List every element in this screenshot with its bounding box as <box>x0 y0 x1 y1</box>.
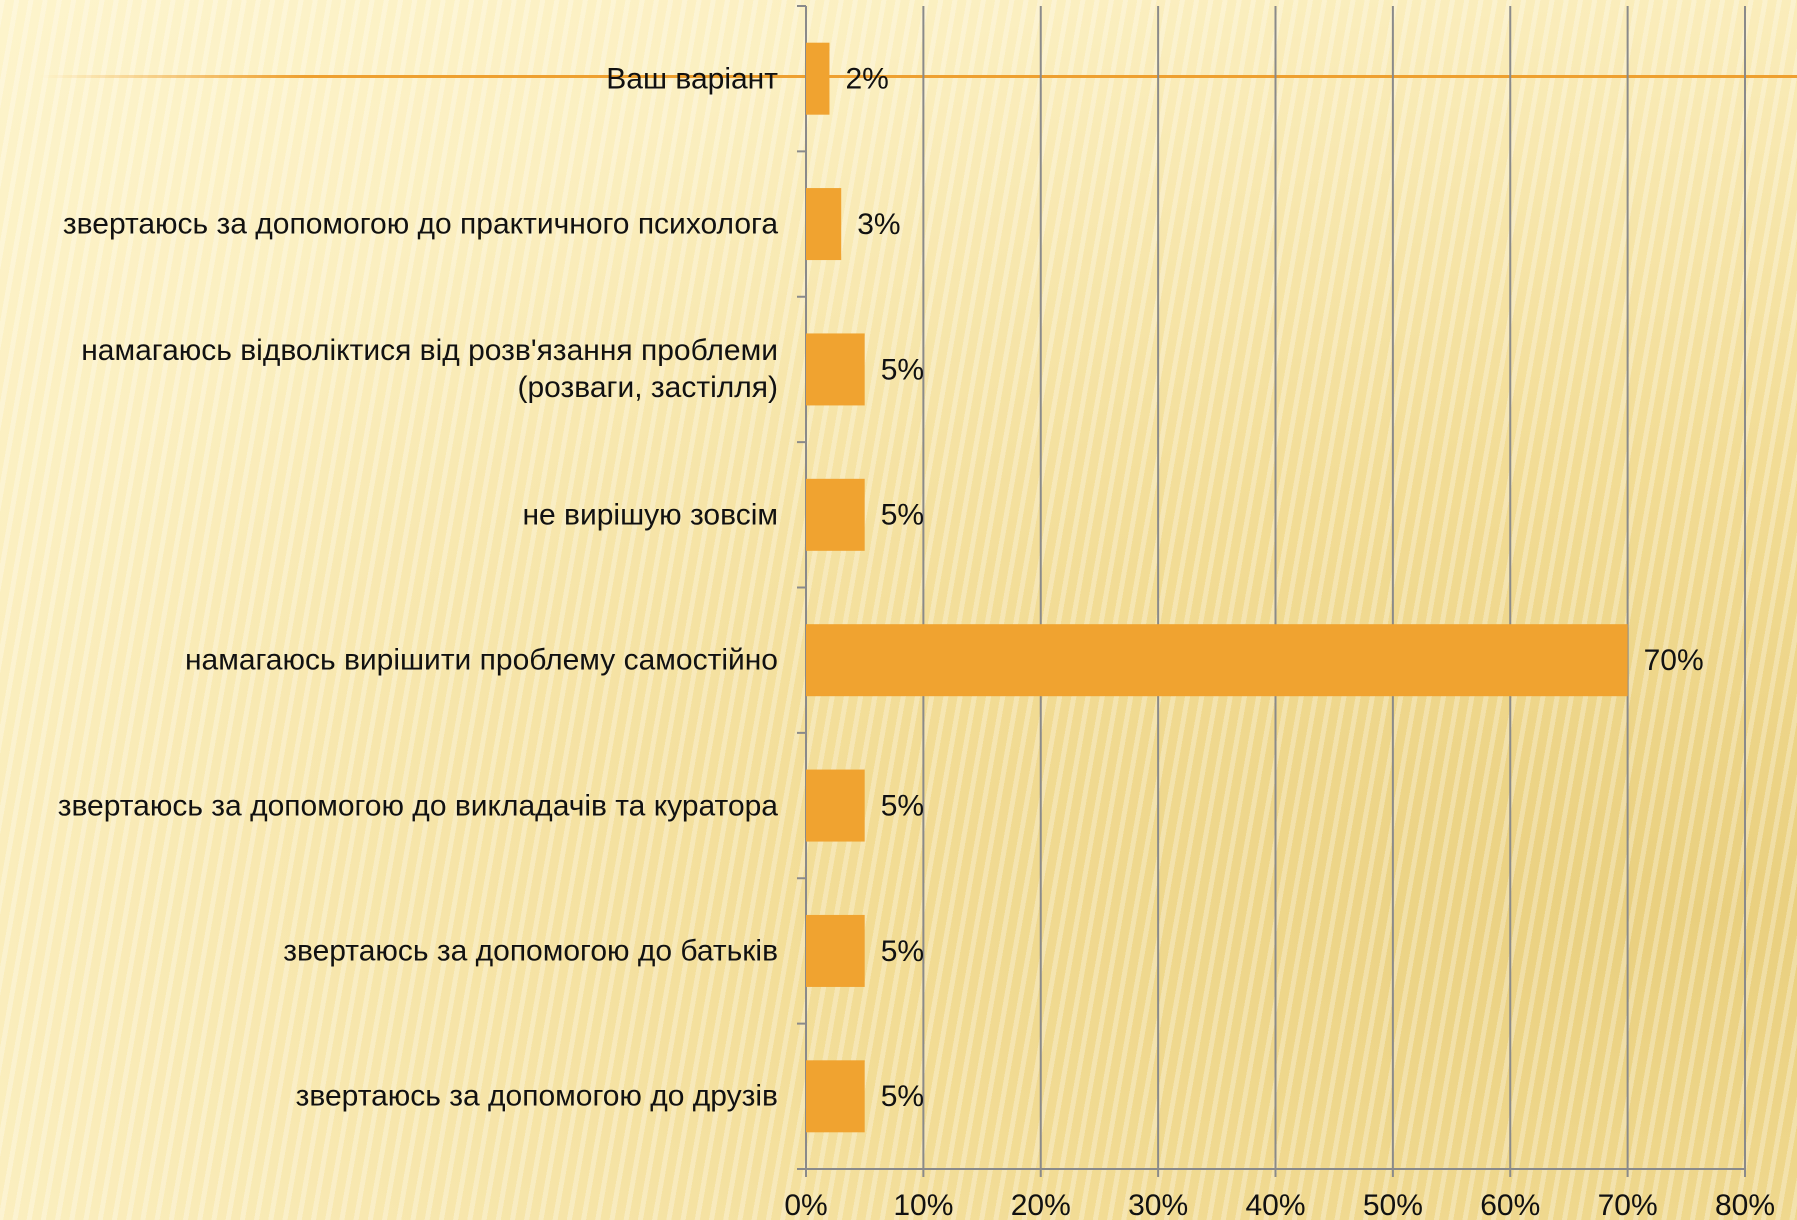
bar <box>806 624 1628 697</box>
x-tick-label: 40% <box>1245 1189 1305 1220</box>
x-tick-label: 70% <box>1598 1189 1658 1220</box>
data-label: 2% <box>845 63 888 96</box>
x-tick-label: 60% <box>1480 1189 1540 1220</box>
data-label: 5% <box>881 1080 924 1113</box>
x-tick-label: 30% <box>1128 1189 1188 1220</box>
x-tick-label: 10% <box>893 1189 953 1220</box>
category-label: звертаюсь за допомогою до викладачів та … <box>57 789 778 823</box>
decor-line <box>40 75 1797 78</box>
data-label: 5% <box>881 935 924 968</box>
category-label: звертаюсь за допомогою до батьків <box>283 934 778 968</box>
bar <box>806 769 865 842</box>
category-label: намагаюсь відволіктися від розв'язання п… <box>81 334 778 405</box>
bar <box>806 333 865 406</box>
bar <box>806 188 842 261</box>
data-label: 3% <box>857 208 900 241</box>
category-label: намагаюсь вирішити проблему самостійно <box>184 643 778 677</box>
x-tick-label: 80% <box>1715 1189 1775 1220</box>
data-label: 5% <box>881 499 924 532</box>
x-tick-label: 50% <box>1363 1189 1423 1220</box>
bar <box>806 1060 865 1133</box>
bar <box>806 42 830 115</box>
bar <box>806 914 865 987</box>
category-label: звертаюсь за допомогою до друзів <box>295 1079 778 1113</box>
category-label: звертаюсь за допомогою до практичного пс… <box>62 207 778 241</box>
bar <box>806 478 865 551</box>
x-tick-label: 20% <box>1011 1189 1071 1220</box>
category-label: Ваш варіант <box>606 62 778 96</box>
data-label: 5% <box>881 789 924 822</box>
data-label: 5% <box>881 353 924 386</box>
x-tick-label: 0% <box>784 1189 827 1220</box>
data-label: 70% <box>1644 644 1704 677</box>
category-label: не вирішую зовсім <box>522 498 778 532</box>
